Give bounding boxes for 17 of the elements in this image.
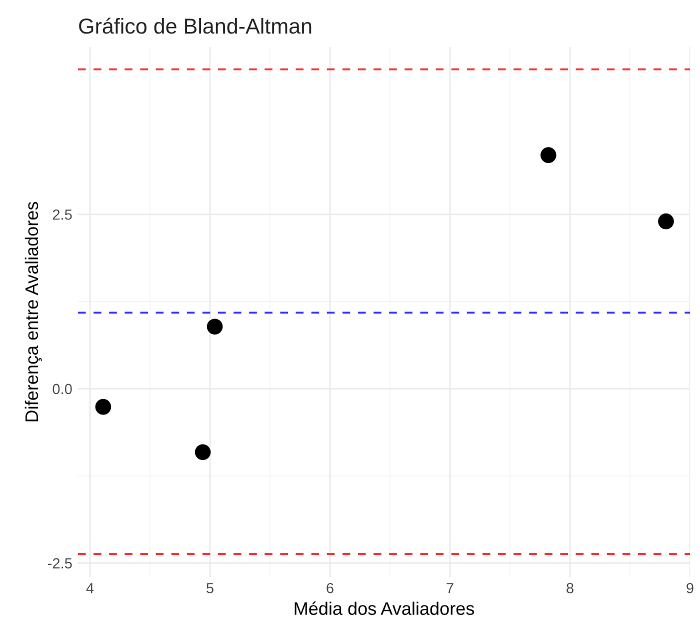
- y-axis-title: Diferença entre Avaliadores: [24, 202, 42, 422]
- point: [540, 147, 556, 164]
- chart-title: Gráfico de Bland-Altman: [79, 18, 312, 34]
- y-tick-label: 0.0: [52, 384, 72, 394]
- x-tick-label: 8: [566, 582, 574, 594]
- x-tick-label: 7: [446, 583, 454, 594]
- x-tick-label: 6: [326, 582, 334, 594]
- x-tick-label: 9: [686, 582, 694, 594]
- y-tick-label: -2.5: [48, 558, 72, 568]
- x-tick-label: 5: [206, 583, 214, 594]
- point: [206, 318, 223, 335]
- point: [194, 444, 211, 460]
- point: [658, 213, 674, 230]
- x-axis-title: Média dos Avaliadores: [294, 601, 474, 615]
- x-tick-label: 4: [86, 583, 94, 594]
- y-tick-label: 2.5: [52, 209, 72, 220]
- point: [95, 398, 112, 415]
